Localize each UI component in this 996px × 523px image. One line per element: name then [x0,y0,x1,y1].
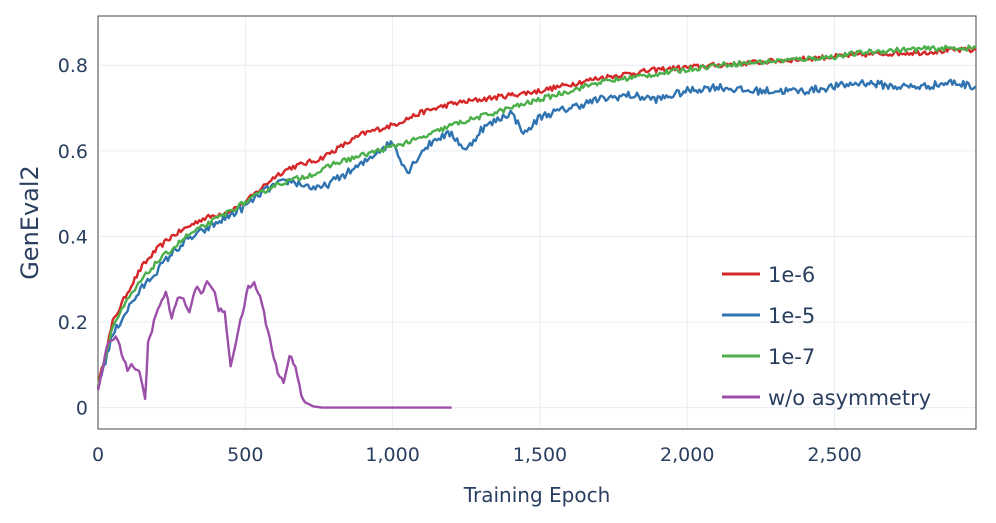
x-axis-title: Training Epoch [463,483,611,507]
y-tick-labels: 0 0.2 0.4 0.6 0.8 [58,55,88,419]
x-tick-label: 0 [92,444,104,466]
y-tick-label: 0.2 [58,312,88,334]
series-line [96,280,452,409]
x-tick-label: 2,500 [807,444,861,466]
plot-frame [97,15,977,430]
legend-label: 1e-5 [768,304,815,328]
series-line [96,44,977,387]
legend: 1e-6 1e-5 1e-7 w/o asymmetry [722,263,931,410]
x-tick-labels: 0 500 1,000 1,500 2,000 2,500 [92,444,862,466]
series-line [96,78,977,388]
y-tick-label: 0 [76,398,88,420]
legend-label: w/o asymmetry [768,386,931,410]
legend-label: 1e-6 [768,263,815,287]
x-tick-label: 1,000 [365,444,419,466]
x-tick-label: 2,000 [660,444,714,466]
y-tick-label: 0.8 [58,55,88,77]
x-tick-label: 1,500 [513,444,567,466]
x-tick-label: 500 [227,444,263,466]
y-tick-label: 0.4 [58,226,88,248]
y-tick-label: 0.6 [58,141,88,163]
series-layer [96,44,977,409]
legend-label: 1e-7 [768,345,815,369]
y-axis-title: GenEval2 [16,165,44,280]
